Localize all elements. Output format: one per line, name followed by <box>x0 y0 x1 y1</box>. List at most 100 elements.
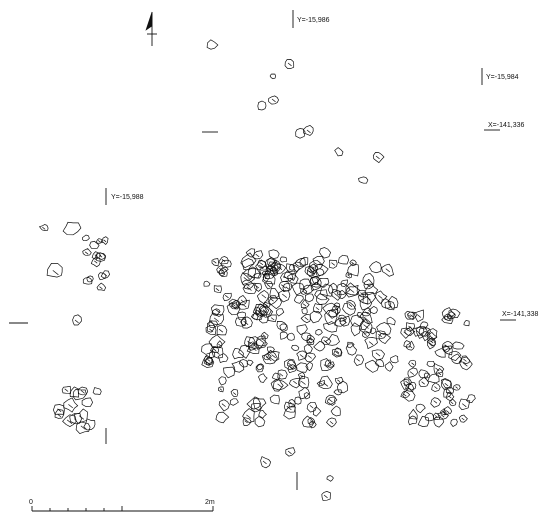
stone <box>241 258 255 271</box>
stone <box>247 341 257 351</box>
stone <box>237 295 248 306</box>
stone <box>304 293 315 303</box>
stone <box>277 369 288 380</box>
stone <box>226 302 240 316</box>
stone <box>218 269 225 277</box>
stone-detail <box>84 251 89 255</box>
stone <box>345 272 352 279</box>
stone <box>299 256 309 266</box>
stone <box>304 266 315 276</box>
stone <box>357 289 366 298</box>
stone <box>371 349 386 361</box>
stone <box>63 397 79 413</box>
grid-label-y-15986: Y=-15,986 <box>297 17 330 24</box>
stone <box>283 270 296 280</box>
stone-detail <box>335 351 340 355</box>
stone <box>210 346 219 353</box>
stone-detail <box>433 400 438 404</box>
stone <box>269 288 279 299</box>
stone-detail <box>287 62 292 67</box>
grid-label-x-141336: X=-141,336 <box>488 122 524 129</box>
stone <box>390 355 399 364</box>
stone-detail <box>270 317 275 321</box>
stone-detail <box>323 364 329 369</box>
stone-detail <box>103 239 107 243</box>
stone <box>333 389 343 396</box>
stone-detail <box>66 419 73 424</box>
stone <box>77 386 89 396</box>
stone-detail <box>337 379 341 382</box>
stone <box>407 381 417 391</box>
stone-detail <box>430 340 434 344</box>
stone <box>415 403 426 414</box>
stone <box>426 338 436 350</box>
stone <box>304 352 316 363</box>
stone <box>433 416 445 428</box>
stone <box>336 381 348 394</box>
stone <box>463 320 470 327</box>
stone-detail <box>446 410 450 414</box>
stone <box>388 295 399 309</box>
stone <box>319 247 332 259</box>
stone <box>363 279 375 290</box>
stone-detail <box>311 267 316 271</box>
stone <box>82 277 93 285</box>
stone <box>452 341 465 350</box>
stone-detail <box>334 293 339 297</box>
stone <box>100 270 110 280</box>
stone <box>269 259 282 272</box>
stone-detail <box>416 314 422 318</box>
stone <box>286 263 300 275</box>
stone <box>235 317 246 327</box>
stone <box>82 248 92 256</box>
stone <box>408 359 417 368</box>
stone <box>211 258 219 267</box>
stone-detail <box>80 425 86 430</box>
stone <box>345 282 361 296</box>
stone-detail <box>408 345 413 349</box>
stone <box>252 306 261 315</box>
stone-detail <box>57 408 62 412</box>
stone <box>430 397 442 408</box>
stone <box>413 309 425 323</box>
stone <box>285 447 296 457</box>
stone <box>405 340 415 351</box>
stone <box>405 383 414 392</box>
stone <box>309 263 319 275</box>
stone-detail <box>463 358 467 362</box>
stone <box>236 311 246 321</box>
stone-detail <box>434 386 438 390</box>
stone-detail <box>356 358 360 362</box>
stone <box>368 305 378 314</box>
stone <box>307 337 315 345</box>
stone <box>309 421 317 429</box>
stone-detail <box>42 226 46 230</box>
stone <box>244 336 256 348</box>
stone <box>448 350 462 362</box>
stone <box>211 346 224 359</box>
stone-detail <box>307 355 312 359</box>
stone <box>362 273 375 285</box>
stone <box>265 265 274 272</box>
stone <box>372 152 385 164</box>
stone <box>296 324 308 336</box>
stone <box>268 249 280 259</box>
stone <box>303 124 314 136</box>
stone <box>301 307 308 315</box>
stone <box>211 308 221 316</box>
stone <box>314 289 328 301</box>
stone <box>294 294 304 304</box>
stone <box>402 387 416 402</box>
stone-detail <box>375 352 381 357</box>
stone-detail <box>246 414 252 419</box>
stone <box>312 256 325 266</box>
stone <box>263 352 272 361</box>
stone <box>337 254 349 265</box>
stone <box>295 128 306 139</box>
stone <box>408 415 418 426</box>
stone <box>412 326 425 337</box>
stone-detail <box>272 269 276 273</box>
stone-detail <box>221 403 226 407</box>
stone <box>449 398 457 407</box>
stone <box>53 404 65 415</box>
